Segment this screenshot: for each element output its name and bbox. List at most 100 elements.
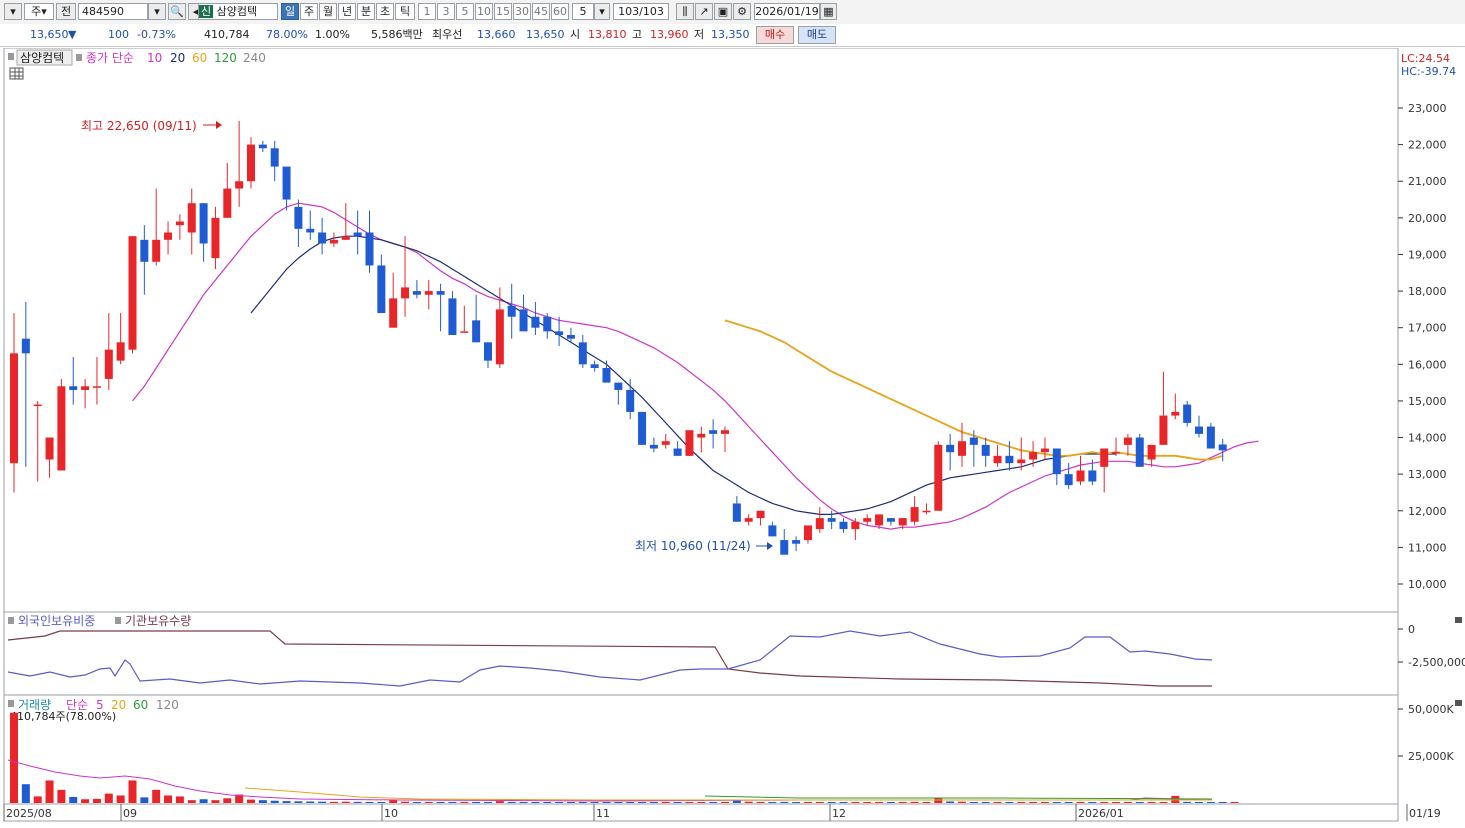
chart-area[interactable]: 삼양컴텍 종가 단순 10 20 60 120 240 LC:24.54 HC:… bbox=[0, 47, 1465, 825]
best-label: 최우선 bbox=[432, 28, 463, 41]
interval-30[interactable]: 30 bbox=[513, 3, 531, 20]
code-input[interactable]: 484590 bbox=[78, 3, 148, 20]
interval-1[interactable]: 1 bbox=[418, 3, 436, 20]
save-icon[interactable]: ▣ bbox=[714, 3, 732, 20]
period-tick[interactable]: 틱 bbox=[395, 3, 415, 20]
candle-body bbox=[614, 382, 623, 390]
open-label: 시 bbox=[570, 28, 581, 41]
dropdown-icon[interactable]: ▾ bbox=[148, 3, 166, 20]
legend-ma240: 240 bbox=[243, 51, 266, 65]
credit-tag: 신 bbox=[199, 5, 214, 18]
candle-body bbox=[116, 342, 125, 361]
volume-bar bbox=[958, 801, 966, 803]
volume-bar bbox=[875, 802, 884, 803]
volume-bar bbox=[211, 800, 220, 803]
candle-body bbox=[590, 364, 599, 368]
volume-ma20-line bbox=[244, 787, 1212, 801]
interval-10[interactable]: 10 bbox=[475, 3, 493, 20]
candle-body bbox=[732, 503, 741, 522]
legend-handle-icon[interactable] bbox=[76, 54, 82, 61]
candle-body bbox=[756, 510, 765, 519]
holding-handle-icon[interactable] bbox=[8, 617, 14, 624]
volume-close-icon[interactable] bbox=[1455, 700, 1462, 706]
interval-15[interactable]: 15 bbox=[494, 3, 512, 20]
sell-button[interactable]: 매도 bbox=[798, 26, 836, 44]
volume-ma120: 120 bbox=[156, 698, 179, 712]
period-month[interactable]: 월 bbox=[319, 3, 337, 20]
candle-body bbox=[1052, 448, 1061, 475]
x-axis-panel bbox=[3, 803, 1399, 822]
interval-45[interactable]: 45 bbox=[532, 3, 550, 20]
interval-3[interactable]: 3 bbox=[437, 3, 455, 20]
volume-bar bbox=[164, 795, 173, 803]
volume-bar bbox=[1147, 802, 1156, 803]
inst-handle-icon[interactable] bbox=[115, 617, 121, 624]
best-ask: 13,660 bbox=[477, 28, 516, 41]
interval-dropdown-icon[interactable]: ▾ bbox=[594, 3, 610, 20]
volume-bar bbox=[1195, 802, 1203, 803]
candle-body bbox=[1123, 437, 1132, 445]
volume-ma5: 5 bbox=[96, 698, 104, 712]
mode-button[interactable]: 전 bbox=[56, 3, 76, 20]
period-second[interactable]: 초 bbox=[376, 3, 394, 20]
candle-body bbox=[211, 217, 220, 259]
stock-chart[interactable]: 삼양컴텍 종가 단순 10 20 60 120 240 LC:24.54 HC:… bbox=[0, 47, 1465, 825]
candle-body bbox=[744, 518, 753, 522]
volume-bar bbox=[329, 801, 338, 803]
period-week[interactable]: 주 bbox=[300, 3, 318, 20]
volume-bar bbox=[199, 799, 208, 803]
volume-bar bbox=[1076, 802, 1085, 803]
candle-body bbox=[1076, 470, 1085, 482]
candle-type-icon[interactable]: ⫼ bbox=[676, 3, 694, 20]
buy-button[interactable]: 매수 bbox=[756, 26, 794, 44]
candle-body bbox=[946, 444, 955, 453]
volume-bar bbox=[863, 802, 872, 803]
type-select[interactable]: 주▾ bbox=[24, 3, 54, 20]
search-icon[interactable]: 🔍 bbox=[168, 3, 186, 20]
candle-body bbox=[365, 232, 374, 266]
interval-5[interactable]: 5 bbox=[456, 3, 474, 20]
candle-body bbox=[993, 455, 1002, 464]
volume-bar bbox=[519, 802, 528, 803]
candle-body bbox=[958, 441, 966, 456]
stock-name-field[interactable]: 신 삼양컴텍 bbox=[198, 3, 278, 20]
candle-body bbox=[92, 386, 101, 388]
interval-60[interactable]: 60 bbox=[551, 3, 569, 20]
date-input[interactable]: 2026/01/19 bbox=[754, 3, 820, 20]
candle-body bbox=[815, 518, 824, 530]
candle-body bbox=[578, 342, 587, 365]
volume-bar bbox=[341, 801, 350, 803]
candle-body bbox=[412, 291, 421, 295]
volume-bar bbox=[543, 802, 552, 803]
period-year[interactable]: 년 bbox=[338, 3, 356, 20]
candle-body bbox=[424, 291, 433, 295]
panel-handle-icon[interactable] bbox=[8, 53, 14, 60]
volume-bar bbox=[1206, 802, 1215, 803]
volume-bar bbox=[969, 802, 978, 803]
quote-bar: 13,650 ▼ 100 -0.73% 410,784 78.00% 1.00%… bbox=[0, 24, 1465, 47]
candle-body bbox=[768, 525, 777, 537]
foreign-ratio-line bbox=[7, 630, 1212, 687]
grid-toggle-icon[interactable] bbox=[9, 67, 24, 80]
custom-interval-input[interactable]: 5 bbox=[572, 3, 594, 20]
candle-body bbox=[555, 331, 564, 336]
gear-icon[interactable]: ⚙ bbox=[733, 3, 751, 20]
candle-body bbox=[1218, 444, 1227, 451]
calendar-icon[interactable]: ▦ bbox=[820, 3, 837, 20]
period-minute[interactable]: 분 bbox=[357, 3, 375, 20]
candle-body bbox=[1112, 452, 1121, 454]
candle-body bbox=[543, 316, 552, 332]
draw-tool-icon[interactable]: ↗ bbox=[695, 3, 713, 20]
volume-bar bbox=[92, 798, 101, 803]
volume-bar bbox=[1029, 802, 1038, 803]
volume-bar bbox=[235, 794, 244, 803]
volume-bar bbox=[424, 802, 433, 803]
volume-handle-icon[interactable] bbox=[8, 700, 14, 707]
title-box bbox=[16, 49, 73, 66]
panel-close-icon[interactable] bbox=[1455, 617, 1462, 623]
count-input[interactable]: 103/103 bbox=[613, 3, 669, 20]
window-menu-icon[interactable]: ▾ bbox=[4, 3, 22, 20]
period-day[interactable]: 일 bbox=[281, 3, 299, 20]
volume-bar bbox=[270, 800, 279, 803]
x-tick-label: 01/19 bbox=[1409, 807, 1441, 820]
